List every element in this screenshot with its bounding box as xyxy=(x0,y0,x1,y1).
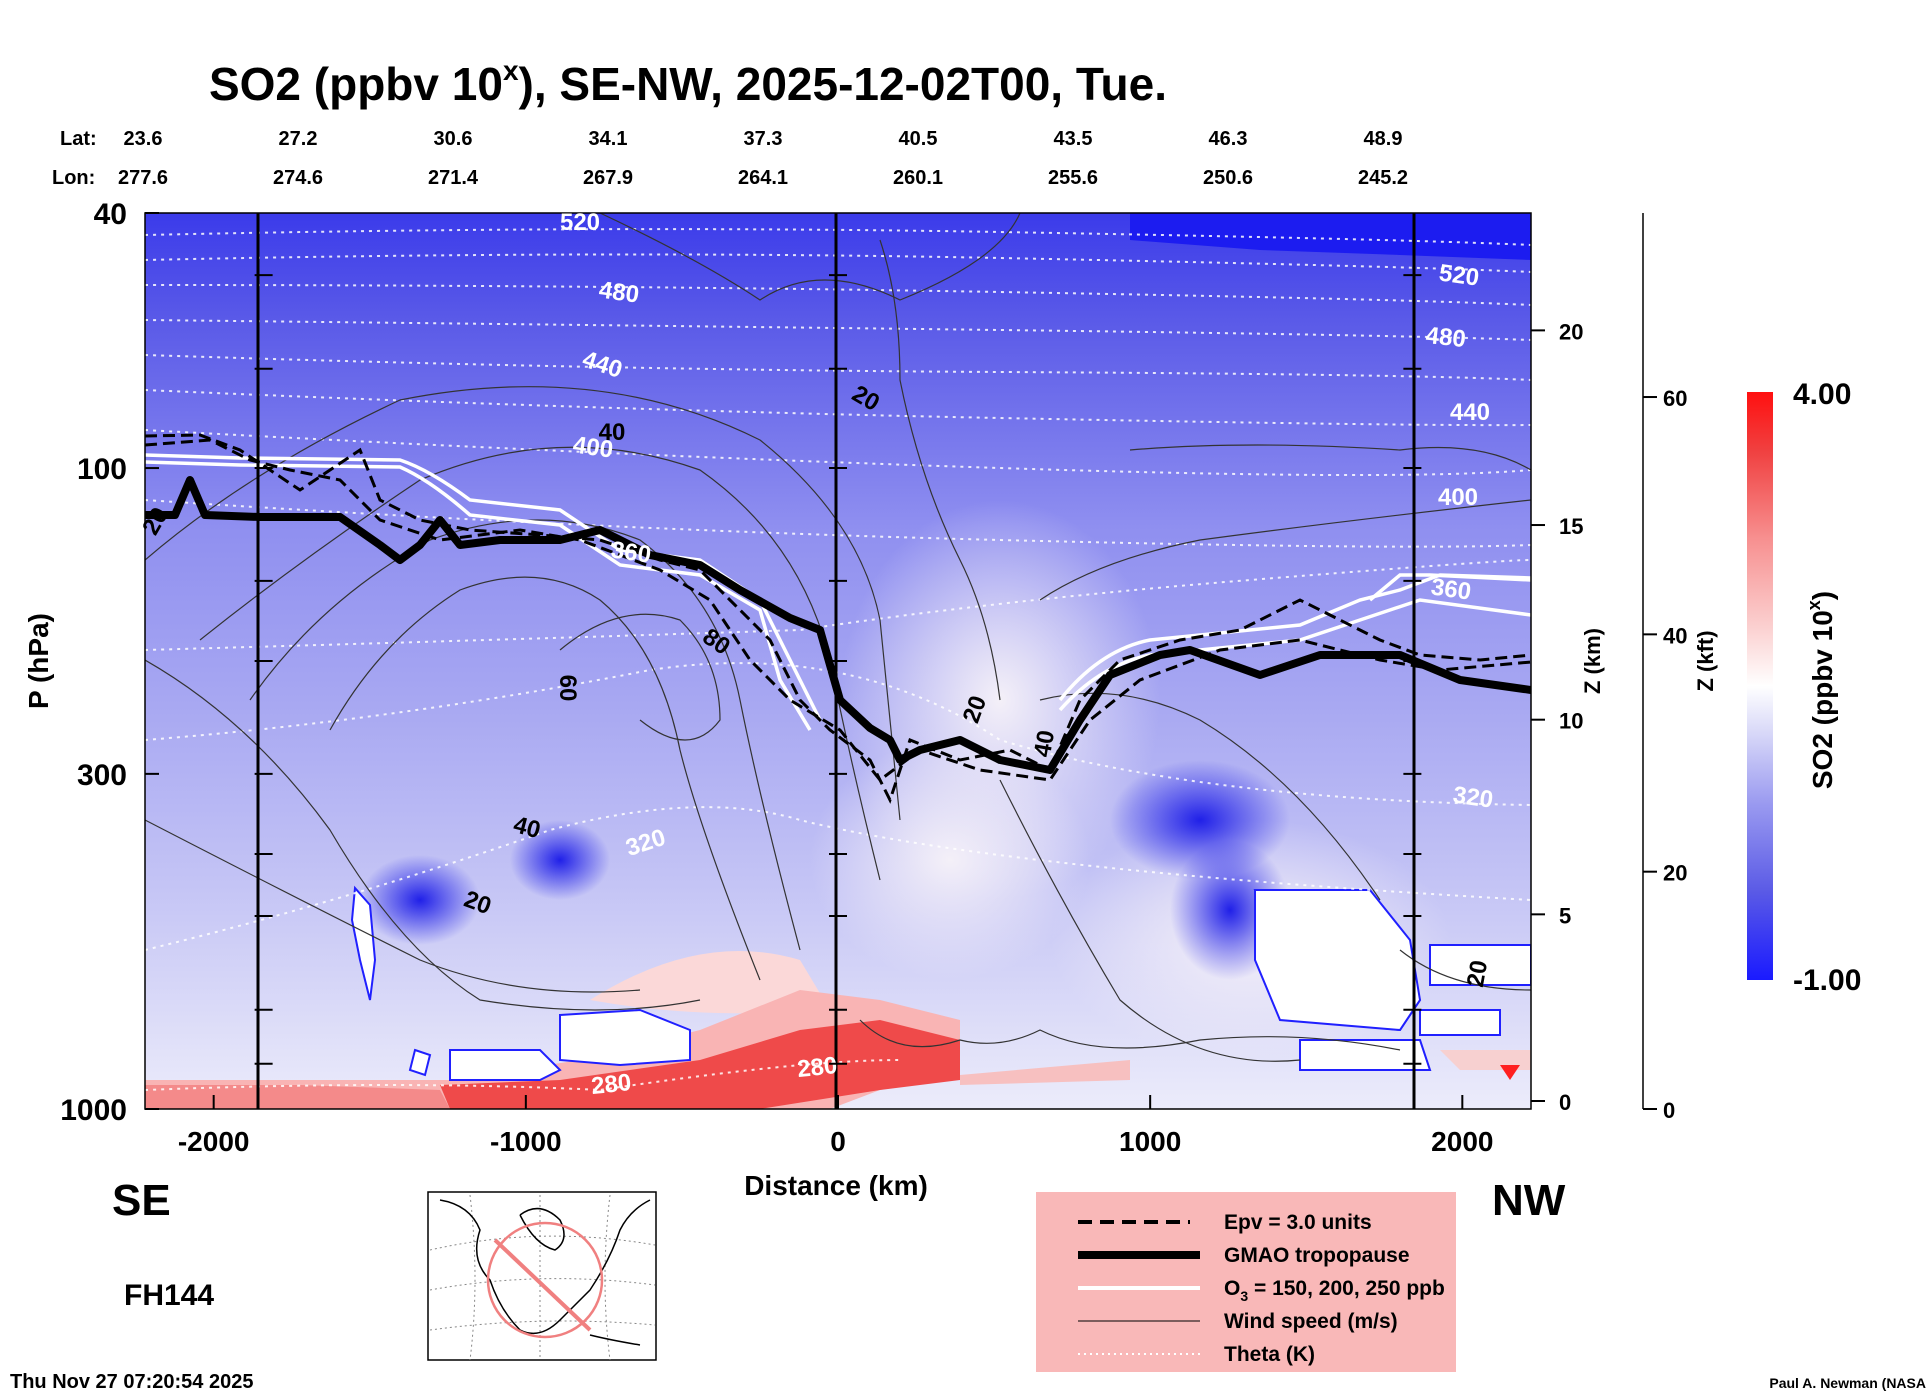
legend-wind: Wind speed (m/s) xyxy=(1224,1310,1398,1333)
direction-se: SE xyxy=(112,1176,171,1225)
chart-title: SO2 (ppbv 10x), SE-NW, 2025-12-02T00, Tu… xyxy=(209,55,1167,110)
theta-label: 480 xyxy=(597,276,640,308)
x-tick-label: 2000 xyxy=(1431,1126,1493,1157)
z-kft-axis: 0 20 40 60 xyxy=(1643,386,1687,1123)
z-km-tick-label: 20 xyxy=(1559,319,1583,344)
z-kft-tick-label: 40 xyxy=(1663,623,1687,648)
lat-tick: 27.2 xyxy=(279,128,318,150)
lat-tick: 48.9 xyxy=(1364,128,1403,150)
colorbar-max: 4.00 xyxy=(1793,378,1851,411)
lat-tick: 30.6 xyxy=(434,128,473,150)
wind-label: 20 xyxy=(1462,958,1493,989)
z-km-tick-label: 5 xyxy=(1559,903,1571,928)
lat-tick: 43.5 xyxy=(1054,128,1093,150)
z-kft-tick-label: 0 xyxy=(1663,1098,1675,1123)
x-axis-label: Distance (km) xyxy=(744,1170,928,1201)
y-axis: 40 100 300 1000 xyxy=(60,198,1422,1127)
theta-label: 400 xyxy=(571,431,614,463)
z-km-axis: 0 5 10 15 20 xyxy=(1531,319,1583,1115)
theta-label: 400 xyxy=(1438,484,1478,511)
colorbar-min: -1.00 xyxy=(1793,964,1861,997)
lat-ticks: 23.6 27.2 30.6 34.1 37.3 40.5 43.5 46.3 48.9 xyxy=(124,128,1403,150)
y-tick-label: 40 xyxy=(94,198,127,231)
legend-o3: O3 = 150, 200, 250 ppb xyxy=(1224,1277,1445,1304)
z-kft-tick-label: 60 xyxy=(1663,386,1687,411)
theta-label: 280 xyxy=(590,1069,633,1100)
direction-nw: NW xyxy=(1492,1176,1566,1225)
z-km-tick-label: 15 xyxy=(1559,514,1583,539)
lon-ticks: 277.6 274.6 271.4 267.9 264.1 260.1 255.6 250.6… xyxy=(118,167,1408,189)
lat-tick: 34.1 xyxy=(589,128,628,150)
x-axis: -2000 -1000 0 1000 2000 xyxy=(178,1095,1493,1157)
z-km-label: Z (km) xyxy=(1580,628,1605,694)
x-tick-label: -2000 xyxy=(178,1126,250,1157)
z-km-tick-label: 0 xyxy=(1559,1090,1571,1115)
theta-label: 520 xyxy=(1437,259,1480,291)
wind-label: 40 xyxy=(1029,728,1060,759)
lon-tick: 250.6 xyxy=(1203,167,1253,189)
lon-tick: 271.4 xyxy=(428,167,479,189)
z-kft-tick-label: 20 xyxy=(1663,861,1687,886)
theta-labels: 5204804404003603202802805204804404003603… xyxy=(560,209,1495,1100)
y-tick-label: 100 xyxy=(77,453,127,486)
lat-tick: 46.3 xyxy=(1209,128,1248,150)
lon-label: Lon: xyxy=(52,167,95,189)
legend-theta: Theta (K) xyxy=(1224,1343,1315,1366)
lat-tick: 37.3 xyxy=(744,128,783,150)
wind-label: 60 xyxy=(554,675,581,702)
inset-map xyxy=(427,1191,657,1361)
y-tick-label: 300 xyxy=(77,759,127,792)
x-tick-label: 1000 xyxy=(1119,1126,1181,1157)
lat-tick: 40.5 xyxy=(899,128,938,150)
colorbar: 4.00 -1.00 SO2 (ppbv 10x) xyxy=(1747,378,1861,997)
x-tick-label: 0 xyxy=(830,1126,846,1157)
lat-tick: 23.6 xyxy=(124,128,163,150)
y-tick-label: 1000 xyxy=(60,1094,127,1127)
colorbar-label: SO2 (ppbv 10x) xyxy=(1804,591,1838,789)
lon-tick: 255.6 xyxy=(1048,167,1098,189)
z-kft-label: Z (kft) xyxy=(1693,630,1718,691)
theta-label: 280 xyxy=(796,1052,839,1083)
lon-tick: 245.2 xyxy=(1358,167,1408,189)
lat-label: Lat: xyxy=(60,128,97,150)
theta-label: 520 xyxy=(560,209,600,236)
legend-tropopause: GMAO tropopause xyxy=(1224,1244,1410,1267)
so2-field xyxy=(145,213,1531,1109)
timestamp: Thu Nov 27 07:20:54 2025 xyxy=(10,1371,253,1393)
legend: Epv = 3.0 units GMAO tropopause O3 = 150… xyxy=(1036,1192,1456,1372)
theta-label: 440 xyxy=(1450,399,1490,426)
forecast-hour: FH144 xyxy=(124,1279,214,1312)
theta-label: 320 xyxy=(1451,781,1494,813)
lon-tick: 260.1 xyxy=(893,167,943,189)
lon-tick: 264.1 xyxy=(738,167,788,189)
lon-tick: 267.9 xyxy=(583,167,633,189)
x-tick-label: -1000 xyxy=(490,1126,562,1157)
theta-label: 480 xyxy=(1424,322,1467,353)
credit: Paul A. Newman (NASA xyxy=(1769,1375,1926,1391)
wind-label: 40 xyxy=(599,419,626,446)
legend-epv: Epv = 3.0 units xyxy=(1224,1211,1372,1234)
lon-tick: 277.6 xyxy=(118,167,168,189)
lon-tick: 274.6 xyxy=(273,167,323,189)
theta-label: 360 xyxy=(1429,573,1472,605)
z-km-tick-label: 10 xyxy=(1559,709,1583,734)
theta-label: 360 xyxy=(609,536,652,568)
y-axis-label: P (hPa) xyxy=(23,613,54,709)
